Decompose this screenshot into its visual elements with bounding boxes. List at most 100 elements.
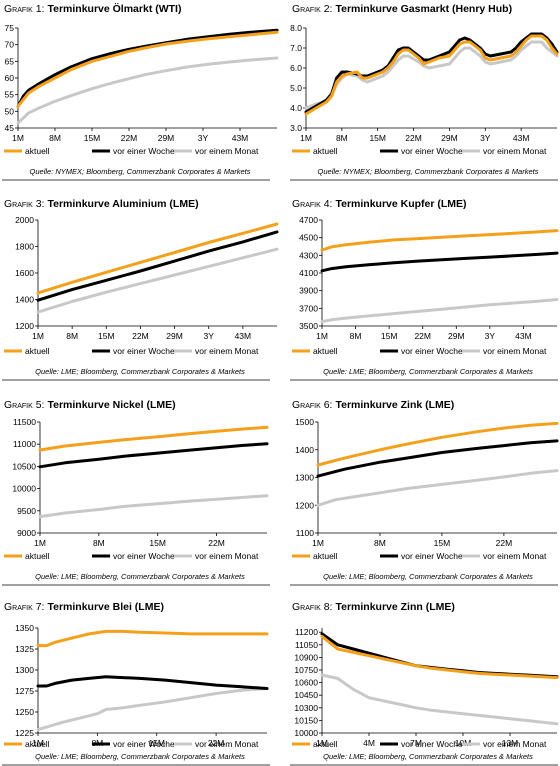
x-tick-label: 15M	[369, 133, 386, 143]
chart-number: Grafik 8:	[292, 601, 332, 613]
y-tick-label: 1400	[295, 445, 314, 455]
series-line-month	[320, 298, 559, 324]
y-tick-label: 6.0	[290, 63, 302, 73]
y-tick-label: 3500	[299, 321, 318, 331]
x-tick-label: 22M	[414, 331, 431, 341]
chart-panel-1: Grafik 1: Terminkurve Ölmarkt (WTI) 45 50 55…	[2, 2, 279, 181]
legend-label-month: vor einem Monat	[195, 739, 259, 749]
x-tick-label: 22M	[121, 133, 138, 143]
y-tick-label: 1325	[15, 644, 34, 654]
x-tick-label: 13M	[502, 738, 519, 748]
x-tick-label: 29M	[441, 133, 458, 143]
source-note: Quelle: LME; Bloomberg, Commerzbank Corp…	[323, 572, 533, 581]
chart-number: Grafik 2:	[292, 3, 332, 15]
chart-panel-2: Grafik 2: Terminkurve Gasmarkt (Henry Hub…	[290, 3, 559, 181]
series-line-aktuell	[304, 34, 559, 116]
y-tick-label: 10600	[294, 678, 318, 688]
y-tick-label: 1300	[15, 665, 34, 675]
chart-title: Grafik 6: Terminkurve Zink (LME)	[292, 399, 454, 411]
source-note: Quelle: LME; Bloomberg, Commerzbank Corp…	[323, 367, 533, 376]
legend-label-aktuell: aktuell	[313, 551, 338, 561]
series-line-week	[316, 439, 559, 478]
chart-title: Grafik 4: Terminkurve Kupfer (LME)	[292, 198, 467, 210]
x-tick-label: 8M	[66, 331, 78, 341]
x-tick-label: 1M	[312, 538, 324, 548]
x-tick-label: 15M	[434, 538, 451, 548]
legend-label-week: vor einer Woche	[113, 551, 175, 561]
chart-title: Grafik 3: Terminkurve Aluminium (LME)	[4, 198, 199, 210]
chart-title-text: Terminkurve Aluminium (LME)	[47, 198, 198, 210]
chart-title: Grafik 2: Terminkurve Gasmarkt (Henry Hub…	[292, 3, 512, 15]
x-tick-label: 3Y	[198, 133, 209, 143]
x-tick-label: 1M	[32, 738, 44, 748]
legend-label-aktuell: aktuell	[25, 146, 50, 156]
y-tick-label: 7.0	[290, 43, 302, 53]
x-tick-label: 8M	[93, 538, 105, 548]
y-tick-label: 8.0	[290, 23, 302, 33]
chart-title: Grafik 7: Terminkurve Blei (LME)	[4, 601, 164, 613]
y-tick-label: 1400	[15, 295, 34, 305]
y-tick-label: 4.0	[290, 103, 302, 113]
series-line-week	[304, 32, 559, 114]
series-line-week	[38, 442, 269, 469]
source-note: Quelle: LME; Bloomberg, Commerzbank Corp…	[35, 752, 245, 761]
x-tick-label: 22M	[132, 331, 149, 341]
series-line-month	[36, 247, 279, 314]
y-tick-label: 45	[5, 123, 15, 133]
x-tick-label: 3Y	[204, 331, 215, 341]
legend-label-month: vor einem Monat	[195, 346, 259, 356]
y-tick-label: 1600	[15, 268, 34, 278]
series-line-week	[320, 251, 559, 273]
legend-label-aktuell: aktuell	[25, 346, 50, 356]
x-tick-label: 15M	[84, 133, 101, 143]
series-line-aktuell	[36, 629, 269, 648]
series-line-week	[36, 230, 279, 302]
series-line-month	[16, 56, 279, 125]
y-tick-label: 2000	[15, 215, 34, 225]
y-tick-label: 1100	[296, 528, 315, 538]
y-tick-label: 11000	[13, 439, 36, 449]
y-tick-label: 1200	[15, 321, 34, 331]
chart-title-text: Terminkurve Blei (LME)	[47, 601, 164, 613]
x-tick-label: 22M	[405, 133, 422, 143]
legend-label-aktuell: aktuell	[313, 346, 338, 356]
series-line-aktuell	[316, 421, 559, 467]
x-tick-label: 15M	[98, 331, 115, 341]
series-line-month	[38, 494, 269, 519]
x-tick-label: 43M	[235, 331, 252, 341]
x-tick-label: 43M	[513, 133, 530, 143]
chart-panel-4: Grafik 4: Terminkurve Kupfer (LME) 3500 370…	[290, 198, 559, 381]
y-tick-label: 70	[5, 40, 15, 50]
chart-title: Grafik 5: Terminkurve Nickel (LME)	[4, 399, 176, 411]
x-tick-label: 8M	[374, 538, 386, 548]
legend-label-month: vor einem Monat	[483, 146, 547, 156]
chart-panel-8: Grafik 8: Terminkurve Zinn (LME) 10000 1015…	[290, 601, 559, 766]
y-tick-label: 1800	[15, 242, 34, 252]
y-tick-label: 1300	[295, 473, 314, 483]
y-tick-label: 10500	[12, 461, 36, 471]
legend-label-week: vor einer Woche	[113, 346, 175, 356]
y-tick-label: 10900	[294, 652, 318, 662]
y-tick-label: 1250	[15, 707, 34, 717]
series-line-month	[36, 687, 269, 732]
x-tick-label: 22M	[208, 538, 225, 548]
x-tick-label: 3Y	[480, 133, 491, 143]
legend-label-month: vor einem Monat	[195, 551, 259, 561]
chart-title: Grafik 8: Terminkurve Zinn (LME)	[292, 601, 455, 613]
legend-label-aktuell: aktuell	[313, 739, 338, 749]
x-tick-label: 15M	[381, 331, 398, 341]
x-tick-label: 22M	[208, 738, 225, 748]
x-tick-label: 15M	[149, 538, 166, 548]
y-tick-label: 11050	[295, 640, 318, 650]
series-line-aktuell	[320, 229, 559, 252]
x-tick-label: 1M	[34, 538, 46, 548]
chart-panel-5: Grafik 5: Terminkurve Nickel (LME) 9000 950…	[2, 399, 270, 586]
y-tick-label: 4300	[299, 250, 318, 260]
y-tick-label: 9000	[17, 528, 36, 538]
y-tick-label: 11200	[295, 627, 318, 637]
x-tick-label: 7M	[410, 738, 422, 748]
chart-number: Grafik 3:	[4, 198, 44, 210]
x-tick-label: 29M	[158, 133, 175, 143]
y-tick-label: 65	[5, 56, 15, 66]
